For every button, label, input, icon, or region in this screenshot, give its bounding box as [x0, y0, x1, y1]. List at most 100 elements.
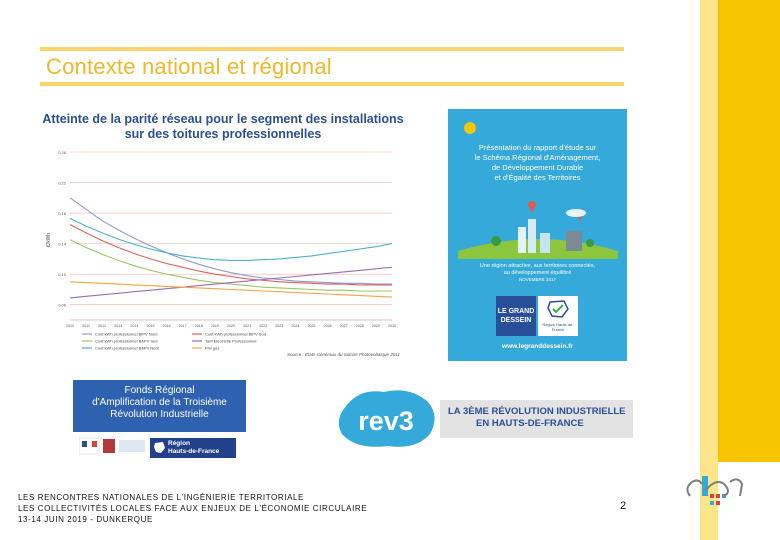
- rev3-tagline: LA 3ÈME RÉVOLUTION INDUSTRIELLE EN HAUTS…: [448, 406, 626, 430]
- footer-text: LES RENCONTRES NATIONALES DE L'INGÉNIERI…: [18, 492, 367, 525]
- poster-headline-line4: et d'Égalité des Territoires: [494, 173, 581, 182]
- region-label-line2: Hauts-de-France: [168, 448, 220, 455]
- y-tick-label: 0,06: [58, 303, 67, 308]
- poster-url: www.legranddessein.fr: [502, 343, 573, 350]
- region-label: Région Hauts-de-France: [168, 440, 219, 456]
- rev3-tagline-line1: LA 3ÈME RÉVOLUTION INDUSTRIELLE: [448, 406, 626, 417]
- title-rule-bottom: [40, 82, 624, 86]
- x-tick-label: 2017: [179, 324, 187, 328]
- rev3-banner: LA 3ÈME RÉVOLUTION INDUSTRIELLE EN HAUTS…: [440, 400, 633, 438]
- building-icon: [540, 233, 550, 253]
- tree-icon: [586, 239, 594, 247]
- x-tick-label: 2011: [82, 324, 90, 328]
- x-tick-label: 2026: [324, 324, 332, 328]
- x-tick-label: 2016: [163, 324, 171, 328]
- cnfpt-bar-icon: [702, 476, 708, 496]
- cnfpt-logo: [686, 476, 744, 505]
- poster-headline-line2: le Schéma Régional d'Aménagement,: [474, 153, 601, 162]
- x-tick-label: 2024: [291, 324, 299, 328]
- series-line: [69, 224, 392, 286]
- poster-date: NOVEMBRE 2017: [518, 277, 556, 282]
- y-tick-label: 0,26: [58, 150, 67, 155]
- legend-label: Coût kWh professionnel BAPV Sud: [95, 339, 157, 344]
- legend-label: Coût kWh professionnel BIPV Nord: [95, 332, 157, 337]
- side-band-dark: [718, 0, 780, 540]
- title-rule-top: [40, 47, 624, 51]
- region-map-icon: [154, 442, 165, 453]
- parity-chart: Atteinte de la parité réseau pour le seg…: [40, 106, 406, 362]
- x-tick-label: 2028: [356, 324, 364, 328]
- rev3-tagline-line2: EN HAUTS-DE-FRANCE: [476, 418, 584, 429]
- series-line: [69, 239, 392, 292]
- rev3-wordmark: rev3: [358, 406, 414, 436]
- legend-label: Coût kWh professionnel BAPV Nord: [95, 346, 159, 351]
- factory-icon: [566, 231, 582, 251]
- series-line: [69, 266, 393, 299]
- side-band-light: [700, 0, 718, 540]
- chart-source: Source : Etats Généraux du Solaire Photo…: [287, 352, 400, 357]
- poster-headline-line1: Présentation du rapport d'étude sur: [478, 143, 597, 152]
- x-tick-label: 2027: [340, 324, 348, 328]
- x-tick-label: 2010: [66, 324, 74, 328]
- x-tick-label: 2012: [98, 324, 106, 328]
- sun-icon: [464, 122, 476, 134]
- x-tick-label: 2014: [130, 324, 138, 328]
- chart-title-line2: sur des toitures professionnelles: [124, 127, 322, 141]
- fonds-line1: Fonds Régional: [124, 385, 195, 396]
- legend-label: Prix gaz: [205, 346, 219, 351]
- x-tick-label: 2022: [259, 324, 267, 328]
- page-number: 2: [620, 500, 627, 512]
- chart-svg: 0,06 0,10 0,14 0,18 0,22 0,26 2010 2011 2012 2013…: [46, 150, 400, 357]
- series-line: [69, 197, 392, 285]
- cloud-icon: [566, 209, 586, 217]
- poster-headline-line3: de Développement Durable: [491, 163, 584, 172]
- footer-line3: 13-14 JUIN 2019 - DUNKERQUE: [18, 515, 153, 524]
- slide-title: Contexte national et régional: [46, 54, 332, 79]
- x-tick-label: 2013: [114, 324, 122, 328]
- x-tick-label: 2029: [372, 324, 380, 328]
- fonds-line2: d'Amplification de la Troisième: [92, 397, 227, 408]
- legend-label: Coût kWh professionnel BIPV Sud: [205, 332, 266, 337]
- x-tick-label: 2030: [388, 324, 396, 328]
- x-tick-label: 2019: [211, 324, 219, 328]
- x-tick-label: 2020: [227, 324, 235, 328]
- poster-subtitle: Une région attractive, aux territoires c…: [448, 263, 627, 277]
- x-tick-label: 2021: [243, 324, 251, 328]
- fonds-regional-banner: Fonds Régional d'Amplification de la Tro…: [73, 380, 246, 432]
- y-tick-label: 0,14: [58, 242, 67, 247]
- poster-subtitle-line2: au développement équilibré: [503, 270, 572, 276]
- side-band-gap: [718, 462, 780, 540]
- chart-title: Atteinte de la parité réseau pour le seg…: [40, 112, 406, 142]
- x-tick-label: 2015: [147, 324, 155, 328]
- grand-dessein-logo: LE GRAND DESSEIN Région Hauts-de-France: [496, 296, 578, 336]
- sraddet-poster: Présentation du rapport d'étude sur le S…: [448, 109, 627, 361]
- region-map-icon: [547, 300, 569, 318]
- chart-title-line1: Atteinte de la parité réseau pour le seg…: [42, 112, 404, 126]
- footer-line2: LES COLLECTIVITÉS LOCALES FACE AUX ENJEU…: [18, 504, 368, 513]
- rev3-cloud-icon: [338, 390, 435, 447]
- footer-line1: LES RENCONTRES NATIONALES DE L'INGÉNIERI…: [18, 493, 304, 502]
- legend-label: Tarif Electricité Professionnel: [205, 339, 256, 344]
- building-icon: [518, 227, 526, 253]
- series-line: [69, 281, 393, 298]
- map-pin-icon: [528, 201, 536, 213]
- y-tick-label: 0,18: [58, 211, 67, 216]
- y-tick-label: 0,22: [58, 181, 67, 186]
- fonds-line3: Révolution Industrielle: [110, 409, 209, 420]
- grand-dessein-wordmark: LE GRAND DESSEIN: [496, 296, 536, 336]
- y-tick-label: 0,10: [58, 272, 67, 277]
- tree-icon: [491, 236, 501, 246]
- x-tick-label: 2023: [275, 324, 283, 328]
- poster-headline: Présentation du rapport d'étude sur le S…: [448, 143, 627, 183]
- y-axis-label: €/kWh: [46, 233, 52, 247]
- series-line: [69, 217, 393, 261]
- x-tick-label: 2018: [195, 324, 203, 328]
- partner-logos-icon: [79, 437, 145, 455]
- region-hauts-de-france-logo: Région Hauts-de-France: [150, 438, 236, 458]
- poster-subtitle-line1: Une région attractive, aux territoires c…: [479, 263, 596, 269]
- region-logo-box: Région Hauts-de-France: [538, 296, 578, 336]
- landscape-hill-icon: [458, 239, 618, 259]
- poster-illustration: [458, 122, 618, 259]
- tower-icon: [528, 219, 536, 253]
- rev3-logo: rev3: [338, 390, 435, 447]
